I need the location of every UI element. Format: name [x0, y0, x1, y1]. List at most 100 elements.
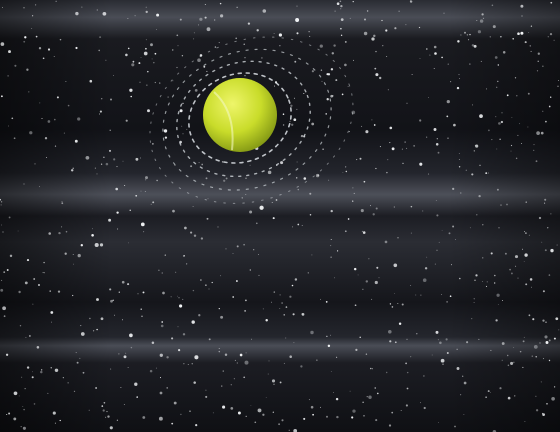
- droplet: [3, 271, 6, 273]
- droplet: [540, 381, 542, 383]
- droplet: [184, 226, 187, 230]
- droplet: [146, 84, 148, 86]
- droplet: [92, 228, 93, 230]
- droplet: [366, 396, 368, 398]
- droplet: [208, 288, 210, 290]
- droplet: [55, 0, 57, 2]
- droplet: [361, 230, 363, 232]
- droplet: [415, 294, 417, 296]
- droplet: [522, 366, 524, 368]
- droplet: [137, 293, 139, 295]
- droplet: [108, 218, 112, 222]
- droplet: [273, 383, 275, 385]
- droplet: [100, 317, 104, 321]
- droplet: [420, 294, 422, 296]
- droplet: [50, 311, 54, 314]
- droplet: [473, 298, 475, 300]
- droplet: [480, 60, 482, 62]
- droplet: [205, 284, 207, 286]
- droplet: [450, 81, 452, 83]
- droplet: [347, 218, 350, 220]
- droplet: [381, 19, 383, 22]
- droplet: [423, 375, 425, 377]
- droplet: [134, 382, 138, 386]
- droplet: [510, 150, 512, 152]
- droplet: [265, 397, 267, 398]
- droplet: [100, 97, 103, 100]
- droplet: [425, 48, 428, 50]
- droplet: [294, 278, 298, 281]
- droplet: [438, 422, 439, 423]
- droplet: [7, 75, 9, 77]
- droplet: [409, 0, 411, 2]
- droplet: [13, 391, 18, 396]
- droplet: [460, 192, 462, 194]
- droplet: [492, 25, 496, 29]
- droplet: [236, 362, 238, 364]
- droplet: [72, 253, 74, 255]
- droplet: [182, 298, 184, 300]
- droplet: [193, 38, 195, 40]
- droplet: [294, 60, 297, 63]
- droplet: [279, 381, 282, 384]
- droplet: [292, 313, 295, 316]
- droplet: [142, 416, 146, 419]
- droplet: [61, 226, 63, 228]
- droplet: [535, 395, 537, 397]
- droplet: [353, 59, 354, 61]
- droplet: [410, 356, 412, 358]
- droplet: [59, 38, 62, 41]
- droplet: [116, 419, 119, 421]
- droplet: [190, 165, 193, 168]
- droplet: [309, 213, 312, 216]
- droplet: [510, 361, 514, 365]
- droplet: [329, 334, 332, 336]
- droplet: [456, 367, 460, 370]
- droplet: [2, 231, 4, 233]
- droplet: [182, 133, 184, 135]
- droplet: [533, 149, 535, 152]
- droplet: [147, 70, 149, 73]
- droplet: [236, 6, 238, 8]
- droplet: [527, 92, 530, 95]
- droplet: [42, 57, 45, 60]
- droplet: [3, 315, 6, 318]
- droplet: [376, 266, 379, 269]
- droplet: [460, 394, 462, 396]
- droplet: [553, 337, 556, 340]
- droplet: [89, 317, 91, 320]
- droplet: [8, 216, 11, 219]
- droplet: [485, 172, 488, 174]
- droplet: [548, 274, 551, 276]
- droplet: [496, 86, 498, 88]
- droplet: [245, 299, 247, 302]
- droplet: [454, 425, 456, 428]
- droplet: [385, 371, 388, 374]
- droplet: [179, 109, 183, 113]
- droplet: [178, 297, 180, 299]
- droplet: [547, 36, 549, 38]
- droplet: [77, 117, 81, 121]
- droplet: [171, 422, 174, 425]
- droplet: [364, 18, 366, 21]
- droplet: [271, 301, 272, 303]
- droplet: [463, 381, 467, 385]
- droplet: [524, 231, 525, 233]
- droplet: [340, 4, 343, 8]
- droplet: [197, 58, 201, 62]
- droplet: [521, 15, 523, 17]
- droplet: [469, 227, 471, 229]
- droplet: [72, 294, 74, 297]
- droplet: [550, 213, 552, 215]
- droplet: [181, 55, 184, 57]
- droplet: [116, 211, 119, 214]
- droplet: [220, 275, 222, 277]
- droplet: [473, 44, 477, 48]
- droplet: [283, 314, 285, 316]
- droplet: [199, 17, 203, 21]
- droplet: [122, 319, 123, 321]
- droplet: [542, 65, 544, 67]
- droplet: [492, 429, 497, 432]
- droplet: [159, 377, 162, 379]
- droplet: [273, 291, 276, 293]
